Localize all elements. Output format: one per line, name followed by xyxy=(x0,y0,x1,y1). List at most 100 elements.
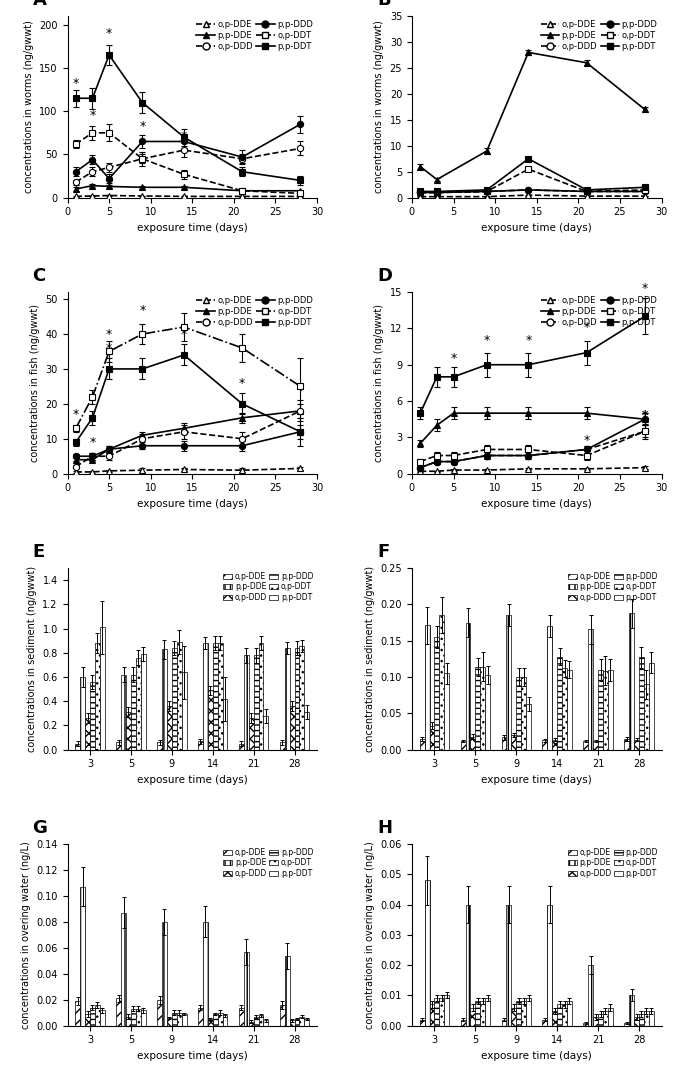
Bar xyxy=(263,715,269,750)
X-axis label: exposure time (days): exposure time (days) xyxy=(137,1051,248,1061)
Bar xyxy=(131,1008,136,1026)
X-axis label: exposure time (days): exposure time (days) xyxy=(137,499,248,509)
Y-axis label: concentrations in fish (ng/gwwt): concentrations in fish (ng/gwwt) xyxy=(30,304,40,462)
Text: B: B xyxy=(377,0,391,9)
Bar xyxy=(589,966,593,1026)
Bar xyxy=(629,996,634,1026)
X-axis label: exposure time (days): exposure time (days) xyxy=(481,775,592,785)
Bar xyxy=(634,1017,639,1026)
Bar xyxy=(162,649,167,750)
Bar xyxy=(466,904,470,1026)
Text: *: * xyxy=(642,408,648,422)
Bar xyxy=(567,1001,572,1026)
Bar xyxy=(593,1017,598,1026)
Legend: o,p-DDE, p,p-DDE, o,p-DDD, p,p-DDD, o,p-DDT, p,p-DDT: o,p-DDE, p,p-DDE, o,p-DDD, p,p-DDD, o,p-… xyxy=(220,845,317,881)
Bar xyxy=(429,726,435,750)
Bar xyxy=(126,1017,131,1026)
Bar xyxy=(198,1007,203,1026)
Bar xyxy=(167,706,172,750)
Bar xyxy=(512,1007,516,1026)
Bar xyxy=(304,712,309,750)
Bar xyxy=(480,667,485,750)
Bar xyxy=(598,1014,603,1026)
Y-axis label: concentrations in sediment (ng/gwwt): concentrations in sediment (ng/gwwt) xyxy=(27,566,37,752)
Bar xyxy=(526,703,531,750)
Bar xyxy=(249,719,254,750)
Bar xyxy=(502,738,506,750)
Bar xyxy=(444,996,449,1026)
Bar xyxy=(140,654,146,750)
Bar xyxy=(280,742,285,750)
Bar xyxy=(198,741,203,750)
Bar xyxy=(583,741,589,750)
Bar xyxy=(294,1019,300,1026)
Bar xyxy=(512,735,516,750)
Bar xyxy=(300,645,304,750)
Bar xyxy=(263,1020,269,1026)
Bar xyxy=(80,887,85,1026)
Bar xyxy=(603,670,608,750)
Bar xyxy=(521,677,526,750)
Bar xyxy=(203,921,208,1026)
Text: *: * xyxy=(450,352,457,365)
Legend: o,p-DDE, p,p-DDE, o,p-DDD, p,p-DDD, o,p-DDT, p,p-DDT: o,p-DDE, p,p-DDE, o,p-DDD, p,p-DDD, o,p-… xyxy=(193,293,317,330)
Text: A: A xyxy=(32,0,47,9)
Text: G: G xyxy=(32,818,47,837)
Bar xyxy=(76,743,80,750)
Legend: o,p-DDE, p,p-DDE, o,p-DDD, p,p-DDD, o,p-DDT, p,p-DDT: o,p-DDE, p,p-DDE, o,p-DDD, p,p-DDD, o,p-… xyxy=(193,17,317,54)
Bar xyxy=(213,1014,217,1026)
Text: *: * xyxy=(583,321,590,334)
X-axis label: exposure time (days): exposure time (days) xyxy=(481,1051,592,1061)
Y-axis label: concentrations in worms (ng/gwwt): concentrations in worms (ng/gwwt) xyxy=(374,20,384,193)
X-axis label: exposure time (days): exposure time (days) xyxy=(481,499,592,509)
Text: *: * xyxy=(139,304,146,317)
Bar xyxy=(208,1019,213,1026)
Y-axis label: concentrations in fish (ng/gwwt): concentrations in fish (ng/gwwt) xyxy=(374,304,384,462)
Bar xyxy=(502,1019,506,1026)
Bar xyxy=(526,999,531,1026)
Legend: o,p-DDE, p,p-DDE, o,p-DDD, p,p-DDD, o,p-DDT, p,p-DDT: o,p-DDE, p,p-DDE, o,p-DDD, p,p-DDD, o,p-… xyxy=(220,569,317,605)
Bar xyxy=(126,712,131,750)
Bar xyxy=(254,1017,259,1026)
Text: *: * xyxy=(297,176,304,189)
Bar xyxy=(439,999,444,1026)
Bar xyxy=(172,648,177,750)
Bar xyxy=(157,1000,162,1026)
Text: *: * xyxy=(239,377,245,390)
Bar xyxy=(182,672,186,750)
Bar xyxy=(629,613,634,750)
Bar xyxy=(552,1011,557,1026)
Bar xyxy=(290,706,294,750)
Bar xyxy=(90,1007,95,1026)
Bar xyxy=(244,952,249,1026)
Bar xyxy=(140,1011,146,1026)
Bar xyxy=(90,682,95,750)
Bar xyxy=(639,1014,644,1026)
Bar xyxy=(100,627,105,750)
Bar xyxy=(485,999,490,1026)
Bar xyxy=(543,1019,547,1026)
Bar xyxy=(167,1018,172,1026)
Bar xyxy=(95,1005,100,1026)
Bar xyxy=(239,1007,244,1026)
Bar xyxy=(290,1020,294,1026)
Text: *: * xyxy=(106,342,112,355)
Bar xyxy=(254,655,259,750)
Bar xyxy=(239,743,244,750)
Bar xyxy=(506,904,512,1026)
Bar xyxy=(217,643,223,750)
Y-axis label: concentrations in overing water (ng/L): concentrations in overing water (ng/L) xyxy=(21,841,31,1029)
Bar xyxy=(213,643,217,750)
Bar xyxy=(259,643,263,750)
Bar xyxy=(593,741,598,750)
Legend: o,p-DDE, p,p-DDE, o,p-DDD, p,p-DDD, o,p-DDT, p,p-DDT: o,p-DDE, p,p-DDE, o,p-DDD, p,p-DDD, o,p-… xyxy=(565,845,661,881)
Bar xyxy=(435,999,439,1026)
Bar xyxy=(429,1004,435,1026)
Text: *: * xyxy=(239,156,245,169)
Bar xyxy=(470,737,475,750)
Bar xyxy=(470,1007,475,1026)
Bar xyxy=(172,1013,177,1026)
Bar xyxy=(162,921,167,1026)
Bar xyxy=(444,673,449,750)
Bar xyxy=(85,1014,90,1026)
